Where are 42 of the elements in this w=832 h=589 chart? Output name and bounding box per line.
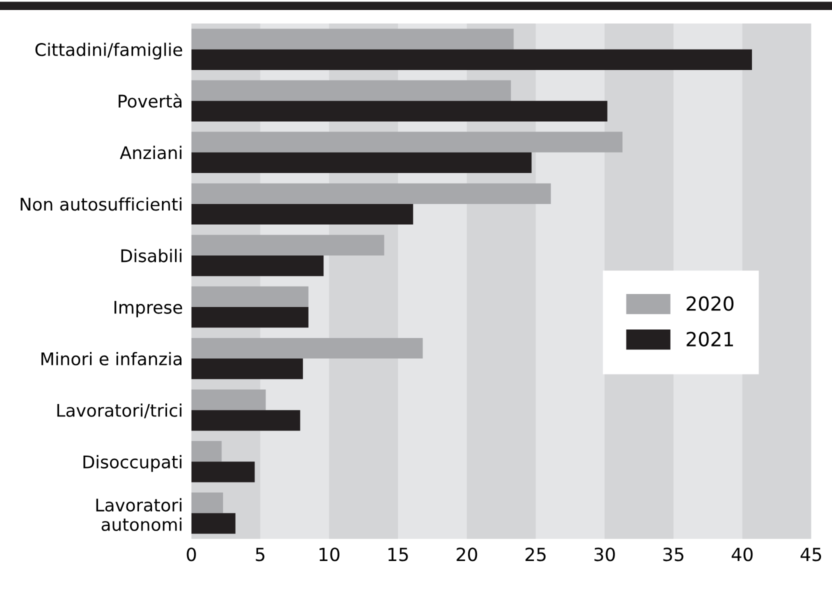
x-tick-label: 25 bbox=[526, 548, 546, 562]
bar bbox=[191, 234, 384, 256]
bar bbox=[191, 513, 236, 534]
x-tick-label: 35 bbox=[663, 548, 684, 562]
bar bbox=[191, 255, 324, 276]
y-tick-label: Cittadini/famiglie bbox=[35, 42, 182, 60]
y-tick-label: Anziani bbox=[120, 146, 182, 160]
x-tick-label: 20 bbox=[456, 548, 478, 562]
x-tick-label: 15 bbox=[388, 548, 408, 562]
x-tick-label: 0 bbox=[186, 548, 196, 562]
bar bbox=[191, 204, 414, 225]
y-tick-label: Imprese bbox=[114, 300, 182, 318]
bar bbox=[191, 132, 622, 152]
bar bbox=[191, 100, 608, 122]
legend-label: 2021 bbox=[686, 332, 733, 346]
bar bbox=[191, 183, 551, 204]
x-tick-label: 45 bbox=[800, 548, 822, 562]
bar bbox=[191, 441, 222, 462]
bar bbox=[191, 307, 308, 328]
y-tick-label: Lavoratori/trici bbox=[57, 403, 182, 418]
bar bbox=[191, 389, 266, 410]
x-tick-label: 10 bbox=[320, 548, 340, 562]
bar bbox=[191, 49, 752, 70]
bar bbox=[191, 286, 308, 308]
x-tick-label: 5 bbox=[256, 548, 264, 562]
bar bbox=[191, 462, 255, 482]
bar bbox=[191, 410, 300, 431]
bar bbox=[191, 28, 514, 50]
bar bbox=[191, 492, 224, 514]
bar bbox=[191, 338, 423, 359]
y-tick-label: Non autosufficienti bbox=[20, 197, 182, 211]
y-tick-label: Lavoratori autonomi bbox=[96, 498, 182, 532]
y-tick-label: Povertà bbox=[118, 94, 182, 108]
y-tick-label: Disoccupati bbox=[83, 455, 182, 472]
y-tick-label: Minori e infanzia bbox=[41, 352, 182, 366]
legend-label: 2020 bbox=[686, 296, 734, 311]
bar bbox=[191, 358, 303, 380]
x-tick-label: 40 bbox=[732, 548, 753, 562]
x-tick-label: 30 bbox=[594, 548, 615, 562]
y-tick-label: Disabili bbox=[121, 248, 182, 262]
bar bbox=[191, 80, 511, 101]
bar bbox=[191, 152, 532, 174]
